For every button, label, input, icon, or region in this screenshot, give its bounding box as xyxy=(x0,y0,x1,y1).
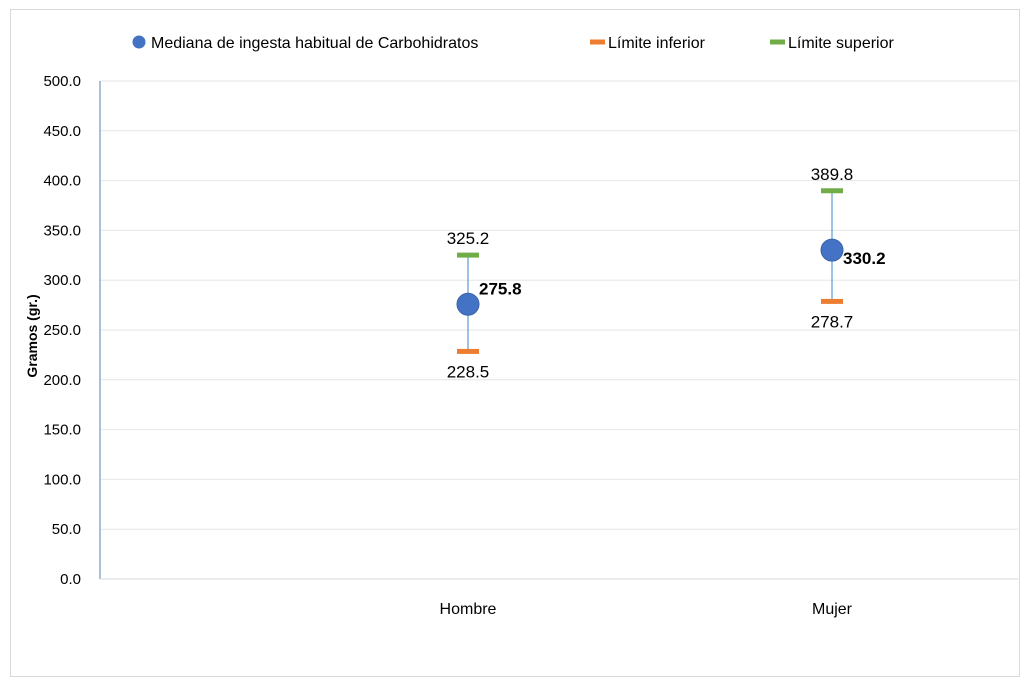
y-tick-label: 500.0 xyxy=(43,73,81,90)
lower-limit-data-label: 228.5 xyxy=(447,362,490,381)
legend-label: Mediana de ingesta habitual de Carbohidr… xyxy=(151,35,478,52)
x-tick-label: Hombre xyxy=(440,601,497,618)
y-tick-label: 250.0 xyxy=(43,322,81,339)
y-tick-label: 150.0 xyxy=(43,422,81,439)
y-tick-label: 50.0 xyxy=(52,521,81,538)
y-tick-label: 300.0 xyxy=(43,272,81,289)
legend-label: Límite superior xyxy=(788,35,894,52)
lower-limit-data-label: 278.7 xyxy=(811,312,854,331)
data-markers xyxy=(456,188,844,354)
y-axis-title: Gramos (gr.) xyxy=(24,294,40,377)
legend-label: Límite inferior xyxy=(608,35,706,52)
upper-limit-data-label: 389.8 xyxy=(811,165,854,184)
gridlines xyxy=(100,80,1018,530)
median-data-label: 275.8 xyxy=(479,279,522,298)
legend-upper-symbol xyxy=(770,39,785,45)
y-tick-label: 450.0 xyxy=(43,123,81,140)
lower-limit-marker xyxy=(821,298,843,304)
upper-limit-data-label: 325.2 xyxy=(447,229,490,248)
y-tick-label: 0.0 xyxy=(60,571,81,588)
chart-frame xyxy=(10,9,1020,677)
x-tick-label: Mujer xyxy=(812,601,853,618)
legend-lower-symbol xyxy=(590,39,605,45)
y-tick-label: 200.0 xyxy=(43,372,81,389)
data-labels: 275.8 330.2 325.2 389.8 228.5 278.7 xyxy=(447,165,886,382)
upper-limit-marker xyxy=(821,188,843,194)
y-tick-label: 100.0 xyxy=(43,471,81,488)
median-marker xyxy=(820,238,844,262)
range-lines xyxy=(467,190,833,352)
axes: 0.0 50.0 100.0 150.0 200.0 250.0 300.0 350.0 400… xyxy=(43,73,1018,618)
lower-limit-marker xyxy=(457,348,479,354)
y-tick-label: 350.0 xyxy=(43,222,81,239)
y-tick-label: 400.0 xyxy=(43,173,81,190)
median-data-label: 330.2 xyxy=(843,249,886,268)
legend: Mediana de ingesta habitual de Carbohidr… xyxy=(132,35,894,52)
legend-median-symbol xyxy=(132,35,146,49)
upper-limit-marker xyxy=(457,252,479,258)
median-marker xyxy=(456,292,480,316)
